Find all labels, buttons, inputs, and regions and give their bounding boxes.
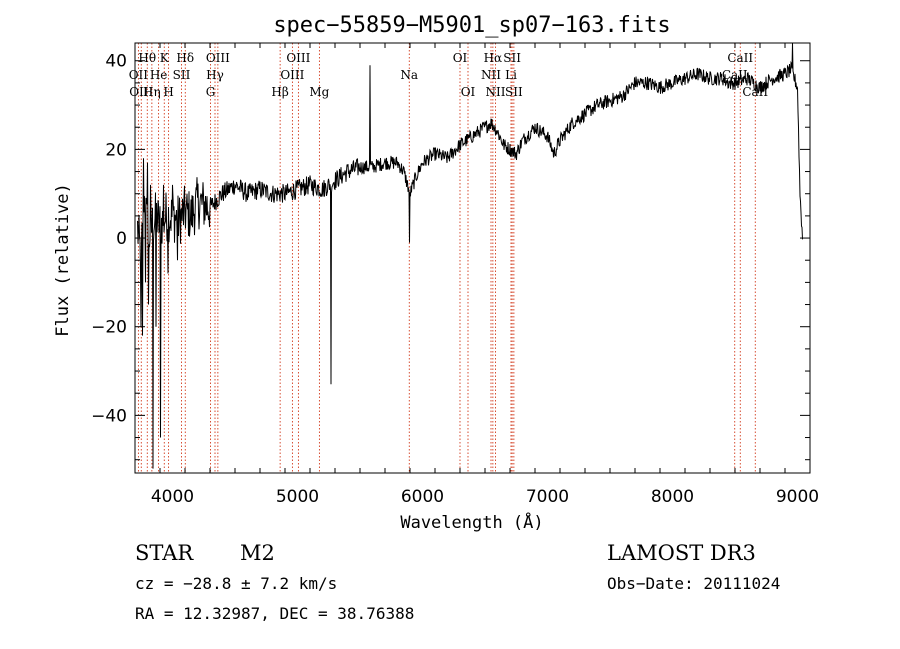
x-tick-label: 9000: [776, 487, 819, 507]
x-tick-label: 7000: [526, 487, 569, 507]
chart-title: spec−55859−M5901_sp07−163.fits: [273, 13, 670, 38]
x-tick-label: 4000: [151, 487, 194, 507]
line-label: Mg: [309, 85, 329, 99]
line-label: OI: [453, 51, 468, 65]
x-tick-label: 5000: [276, 487, 319, 507]
plot-frame: [134, 42, 811, 474]
observation-date: Obs−Date: 20111024: [607, 574, 781, 593]
x-axis-ticks: 4000 5000 6000 7000 8000 9000: [134, 43, 819, 507]
y-tick-label: 0: [116, 229, 127, 249]
line-markers: [137, 43, 756, 473]
y-tick-label: 40: [105, 52, 127, 72]
line-label: Hα: [484, 51, 503, 65]
line-label: Hγ: [206, 68, 224, 82]
x-tick-label: 6000: [401, 487, 444, 507]
y-tick-label: −20: [91, 318, 127, 338]
x-tick-label: 8000: [651, 487, 694, 507]
survey-name: LAMOST DR3: [607, 541, 756, 565]
line-label: OIII: [286, 51, 310, 65]
line-label: Na: [400, 68, 418, 82]
y-axis-label: Flux (relative): [53, 183, 73, 337]
y-axis-ticks: −40 −20 0 20 40: [91, 52, 810, 461]
line-label: SII: [503, 51, 521, 65]
line-label: Hβ: [271, 85, 288, 99]
line-label: NII: [486, 85, 506, 99]
line-label: NII: [481, 68, 501, 82]
line-label: OIII: [280, 68, 304, 82]
line-label: OII: [129, 68, 149, 82]
redshift-cz: cz = −28.8 ± 7.2 km/s: [135, 574, 338, 593]
spectrum-line: [137, 42, 803, 469]
object-subclass: M2: [240, 541, 275, 565]
x-axis-label: Wavelength (Å): [400, 511, 543, 533]
line-label: H: [163, 85, 173, 99]
line-label: OIII: [206, 51, 230, 65]
line-label: G: [206, 85, 216, 99]
line-label: Li: [505, 68, 517, 82]
line-label: SII: [505, 85, 523, 99]
line-label: CaII: [727, 51, 753, 65]
line-label: SII: [173, 68, 191, 82]
line-label: Hθ: [138, 51, 156, 65]
coordinates: RA = 12.32987, DEC = 38.76388: [135, 604, 415, 623]
line-label: Hη: [143, 85, 161, 99]
line-label: K: [160, 51, 170, 65]
y-tick-label: 20: [105, 140, 127, 160]
y-tick-label: −40: [91, 406, 127, 426]
line-label: OI: [461, 85, 476, 99]
line-label: Hδ: [176, 51, 194, 65]
line-label: He: [150, 68, 168, 82]
object-class: STAR: [135, 541, 194, 565]
